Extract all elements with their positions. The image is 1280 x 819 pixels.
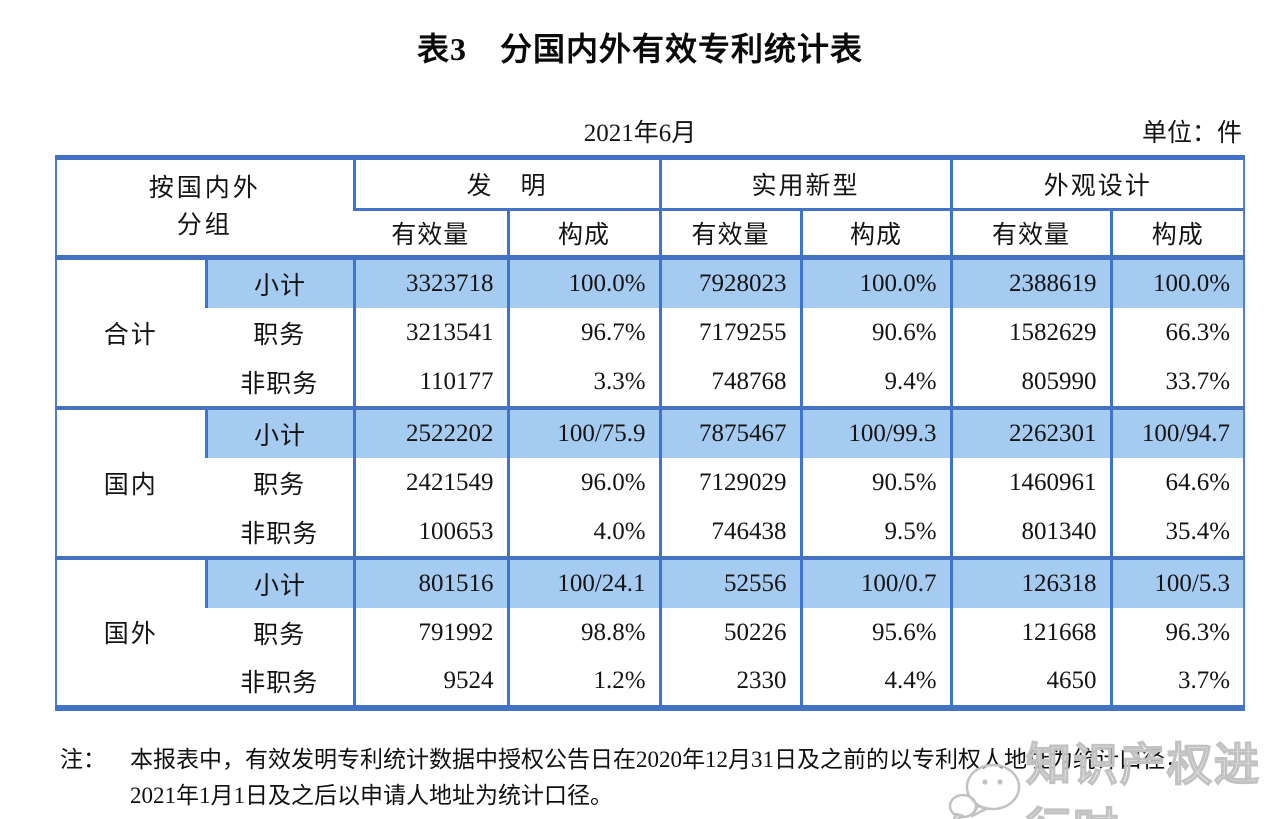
value-cell: 33.7% [1109,357,1245,410]
value-cell: 96.3% [1109,607,1245,658]
row-label: 非职务 [206,507,355,560]
value-cell: 2522202 [352,407,509,458]
unit-label: 单位：件 [1141,120,1242,147]
column-header-utility-model: 实用新型 [658,157,952,211]
subheader-design-valid: 有效量 [949,209,1112,260]
value-cell: 100.0% [1109,257,1245,308]
period-label: 2021年6月 [583,120,697,147]
patent-statistics-table: 按国内外 分组 发 明 实用新型 外观设计 有效量 构成 有效量 构成 有效量 … [55,155,1246,711]
table-row-domestic-service: 职务 2421549 96.0% 7129029 90.5% 1460961 6… [56,457,1245,508]
table-row-foreign-subtotal: 国外 小计 801516 100/24.1 52556 100/0.7 1263… [56,557,1245,708]
row-label: 非职务 [206,357,355,410]
value-cell: 96.7% [506,307,661,358]
table-row-foreign-service: 职务 791992 98.8% 50226 95.6% 121668 96.3% [56,607,1245,658]
value-cell: 3.7% [1109,657,1245,708]
value-cell: 35.4% [1109,507,1245,560]
value-cell: 100.0% [506,257,661,308]
row-label: 职务 [206,457,355,508]
footnote-body: 本报表中，有效发明专利统计数据中授权公告日在2020年12月31日及之前的以专利… [130,742,1188,813]
value-cell: 3.3% [506,357,661,410]
value-cell: 2388619 [949,257,1112,308]
value-cell: 805990 [949,357,1112,410]
subheader-invention-valid: 有效量 [354,209,509,260]
table-row-total-nonservice: 非职务 110177 3.3% 748768 9.4% 805990 33.7% [56,357,1245,410]
value-cell: 100/0.7 [799,557,952,608]
value-cell: 4.4% [799,657,952,708]
footnote-line2: 2021年1月1日及之后以申请人地址为统计口径。 [130,782,613,808]
footnote-prefix: 注： [60,747,106,772]
value-cell: 100.0% [799,257,952,308]
corner-header-group-by: 按国内外 分组 [56,157,355,260]
row-label: 职务 [206,307,355,358]
value-cell: 100/99.3 [799,407,952,458]
row-label: 小计 [204,557,355,608]
value-cell: 98.8% [506,607,661,658]
value-cell: 9.4% [799,357,952,410]
value-cell: 2262301 [949,407,1112,458]
value-cell: 121668 [949,607,1112,658]
subheader-invention-share: 构成 [506,209,661,260]
value-cell: 7179255 [658,307,802,358]
corner-header-line1: 按国内外 [148,175,261,203]
value-cell: 9.5% [799,507,952,560]
value-cell: 66.3% [1109,307,1245,358]
value-cell: 801516 [352,557,509,608]
value-cell: 64.6% [1109,457,1245,508]
value-cell: 100/24.1 [506,557,661,608]
value-cell: 100/94.7 [1109,407,1245,458]
value-cell: 9524 [352,657,509,708]
value-cell: 96.0% [506,457,661,508]
row-label: 职务 [206,607,355,658]
table-row-foreign-nonservice: 非职务 9524 1.2% 2330 4.4% 4650 3.7% [56,657,1245,708]
value-cell: 2330 [658,657,802,708]
row-label: 非职务 [206,657,355,708]
footnote: 注： 本报表中，有效发明专利统计数据中授权公告日在2020年12月31日及之前的… [60,742,1250,813]
value-cell: 126318 [949,557,1112,608]
value-cell: 100/5.3 [1109,557,1245,608]
column-header-design: 外观设计 [949,157,1245,211]
table-row-domestic-subtotal: 国内 小计 2522202 100/75.9 7875467 100/99.3 … [56,407,1245,560]
footnote-line1: 本报表中，有效发明专利统计数据中授权公告日在2020年12月31日及之前的以专利… [130,747,1188,772]
table-row-total-service: 职务 3213541 96.7% 7179255 90.6% 1582629 6… [56,307,1245,358]
table-row-domestic-nonservice: 非职务 100653 4.0% 746438 9.5% 801340 35.4% [56,507,1245,560]
value-cell: 95.6% [799,607,952,658]
value-cell: 1.2% [506,657,661,708]
group-label-domestic: 国内 [56,407,206,560]
page-title: 表3 分国内外有效专利统计表 [416,31,863,67]
corner-header-line2: 分组 [176,211,233,239]
value-cell: 50226 [658,607,802,658]
value-cell: 1460961 [949,457,1112,508]
table-row-total-subtotal: 合计 小计 3323718 100.0% 7928023 100.0% 2388… [56,257,1245,410]
column-header-invention: 发 明 [352,157,661,211]
value-cell: 2421549 [352,457,509,508]
subheader-design-share: 构成 [1109,209,1245,260]
value-cell: 7875467 [658,407,802,458]
value-cell: 110177 [352,357,509,410]
value-cell: 1582629 [949,307,1112,358]
group-label-foreign: 国外 [56,557,206,708]
row-label: 小计 [204,257,355,308]
value-cell: 100653 [352,507,509,560]
subheader-utility-share: 构成 [799,209,952,260]
row-label: 小计 [204,407,355,458]
value-cell: 791992 [352,607,509,658]
value-cell: 801340 [949,507,1112,560]
value-cell: 100/75.9 [506,407,661,458]
value-cell: 7129029 [658,457,802,508]
subheader-utility-valid: 有效量 [658,209,802,260]
value-cell: 7928023 [658,257,802,308]
value-cell: 4.0% [506,507,661,560]
value-cell: 52556 [658,557,802,608]
value-cell: 748768 [658,357,802,410]
value-cell: 90.6% [799,307,952,358]
group-label-total: 合计 [56,257,206,410]
value-cell: 90.5% [799,457,952,508]
value-cell: 3323718 [352,257,509,308]
value-cell: 4650 [949,657,1112,708]
value-cell: 746438 [658,507,802,560]
value-cell: 3213541 [352,307,509,358]
